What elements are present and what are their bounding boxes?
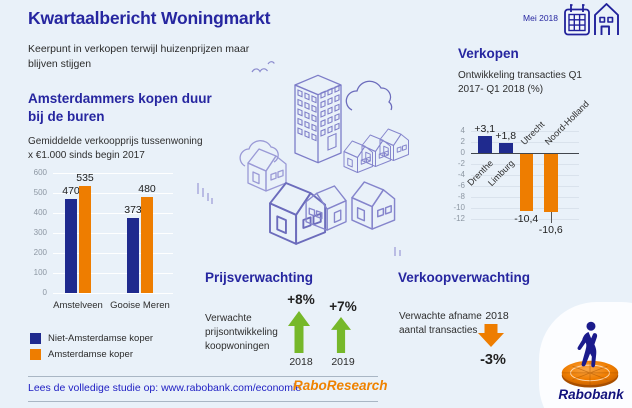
bar <box>499 143 513 153</box>
price-forecast-year-2018: 2018 <box>289 356 313 368</box>
bar-value-label: 470 <box>62 185 80 197</box>
axis-tick-label: 300 <box>33 228 47 237</box>
axis-tick-label: 0 <box>42 288 47 297</box>
page-title: Kwartaalbericht Woningmarkt <box>28 8 271 28</box>
sales-forecast-value: -3% <box>480 352 506 368</box>
bar <box>519 154 533 212</box>
gridline <box>53 292 173 294</box>
leader-line <box>550 212 552 224</box>
gridline <box>53 212 173 214</box>
gridline <box>53 272 173 274</box>
price-forecast-value-2019: +7% <box>329 299 357 314</box>
legend-label: Niet-Amsterdamse koper <box>48 333 154 344</box>
rabobank-logo-text: Rabobank <box>558 387 624 402</box>
bar <box>478 135 492 153</box>
axis-tick-label: 500 <box>33 188 47 197</box>
bar <box>65 199 77 293</box>
calendar-icon <box>564 4 590 36</box>
price-chart-caption: Gemiddelde verkoopprijs tussenwoning x €… <box>28 136 203 162</box>
bar-value-label: -10,6 <box>538 224 563 237</box>
section-heading-amsterdammers: Amsterdammers kopen duur bij de buren <box>28 91 212 124</box>
axis-tick-label: 400 <box>33 208 47 217</box>
bar <box>141 197 153 293</box>
axis-tick-label: -10 <box>453 203 465 212</box>
section-heading-verkoopverwachting: Verkoopverwachting <box>398 270 531 285</box>
legend-swatch <box>30 349 41 360</box>
bar-value-label: 373 <box>124 204 142 217</box>
transactions-bar-chart: 4 2 0 -2 -4 -6 -8 -10 -12 +3,1 Drenthe +1,8 Limburg -… <box>453 99 590 237</box>
gridline <box>53 232 173 234</box>
transactions-chart-caption: Ontwikkeling transacties Q1 2017- Q1 201… <box>458 70 582 96</box>
up-arrow-icon <box>288 311 310 353</box>
city-illustration <box>197 61 409 256</box>
legend-label: Amsterdamse koper <box>48 349 134 360</box>
category-label: Amstelveen <box>53 300 103 311</box>
sales-forecast-year: 2018 <box>485 310 509 322</box>
divider-line <box>28 376 378 377</box>
bar-value-label: 480 <box>138 183 156 195</box>
category-label: Utrecht <box>518 119 546 147</box>
prijsverwachting-description: Verwachte prijsontwikkeling koopwoningen <box>205 313 278 353</box>
axis-tick-label: -6 <box>457 181 465 190</box>
axis-tick-label: 4 <box>460 126 465 135</box>
category-label: Gooise Meren <box>110 300 170 311</box>
axis-tick-label: -8 <box>457 192 465 201</box>
verkoopverwachting-description: Verwachte afname aantal transacties <box>399 311 482 337</box>
section-heading-verkopen: Verkopen <box>458 46 519 61</box>
axis-tick-label: -2 <box>457 159 465 168</box>
price-bar-chart: 0 100 200 300 400 500 600 470 535 Amstelveen 373 48… <box>34 168 173 311</box>
date-label: Mei 2018 <box>523 13 558 23</box>
price-forecast-value-2018: +8% <box>287 292 315 307</box>
bar-value-label: 535 <box>76 172 94 184</box>
gridline <box>471 218 579 220</box>
rabobank-logo-icon <box>561 321 619 388</box>
subtitle: Keerpunt in verkopen terwijl huizenprijz… <box>28 43 250 71</box>
legend-item: Amsterdamse koper <box>30 349 153 360</box>
divider-line <box>28 401 378 402</box>
axis-tick-label: -4 <box>457 170 465 179</box>
section-heading-prijsverwachting: Prijsverwachting <box>205 270 314 285</box>
price-forecast-year-2019: 2019 <box>331 356 355 368</box>
legend-item: Niet-Amsterdamse koper <box>30 333 153 344</box>
house-icon <box>594 3 619 35</box>
gridline <box>53 252 173 254</box>
gridline <box>471 130 579 132</box>
bar <box>79 186 91 293</box>
gridline <box>53 172 173 174</box>
bar <box>127 218 139 293</box>
bar <box>544 154 558 213</box>
axis-tick-label: 100 <box>33 268 47 277</box>
axis-tick-label: 200 <box>33 248 47 257</box>
axis-tick-label: 600 <box>33 168 47 177</box>
axis-tick-label: 0 <box>460 148 465 157</box>
axis-tick-label: 2 <box>460 137 465 146</box>
raboresearch-logo: RaboResearch <box>293 378 388 393</box>
gridline <box>471 141 579 143</box>
price-chart-legend: Niet-Amsterdamse koper Amsterdamse koper <box>30 333 153 365</box>
legend-swatch <box>30 333 41 344</box>
bar-value-label: +3,1 <box>474 122 496 135</box>
gridline <box>471 152 579 154</box>
bar-value-label: -10,4 <box>514 213 539 226</box>
up-arrow-icon <box>331 317 351 353</box>
axis-tick-label: -12 <box>453 214 465 223</box>
footer-link[interactable]: Lees de volledige studie op: www.raboban… <box>28 382 302 394</box>
down-arrow-icon <box>478 324 504 347</box>
gridline <box>53 192 173 194</box>
bar-value-label: +1,8 <box>495 130 517 143</box>
